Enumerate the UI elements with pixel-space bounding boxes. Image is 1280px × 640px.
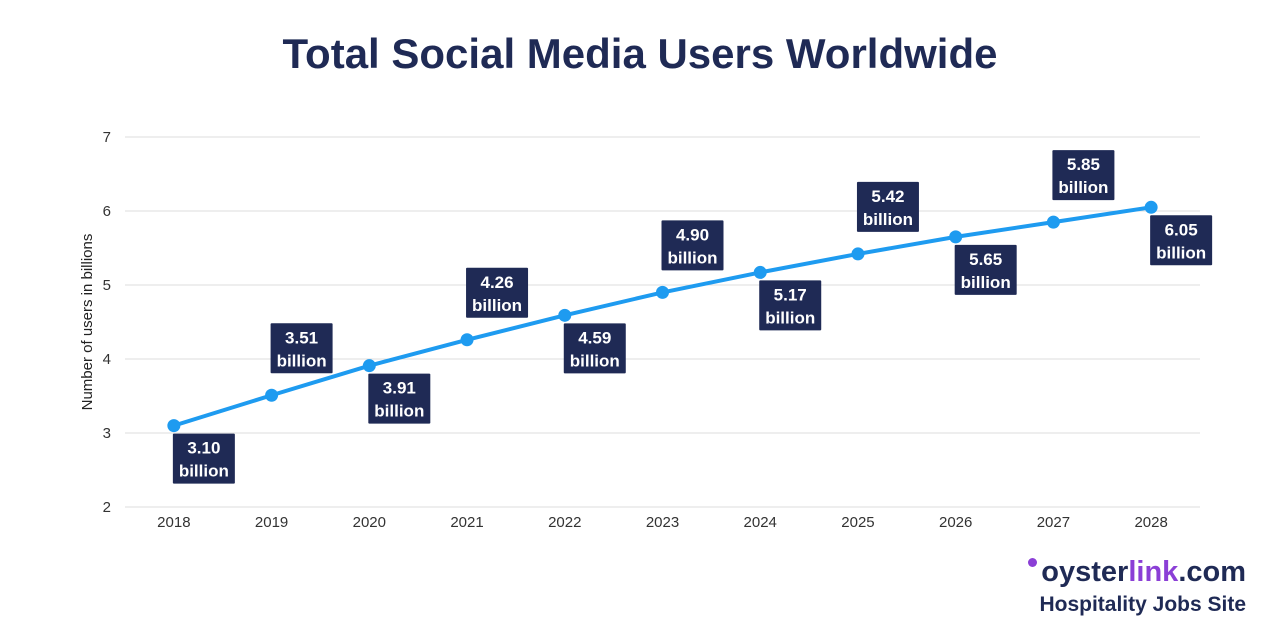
- data-point: [265, 388, 279, 402]
- data-label-value: 4.90: [676, 225, 709, 244]
- x-tick-label: 2022: [548, 514, 581, 531]
- y-tick-label: 3: [103, 425, 111, 442]
- data-label-box: [856, 181, 919, 232]
- y-tick-label: 2: [103, 499, 111, 516]
- data-label-unit: billion: [765, 308, 815, 327]
- y-tick-label: 7: [103, 129, 111, 146]
- data-label-value: 6.05: [1165, 220, 1198, 239]
- data-label-value: 5.65: [969, 250, 1002, 269]
- brand-tagline: Hospitality Jobs Site: [1039, 593, 1246, 616]
- brand-prefix: oyster: [1041, 556, 1129, 588]
- x-tick-label: 2018: [157, 514, 190, 531]
- data-label-value: 3.10: [187, 439, 220, 458]
- data-point: [753, 265, 767, 279]
- data-point: [460, 333, 474, 347]
- data-label-value: 3.51: [285, 328, 318, 347]
- data-label-unit: billion: [667, 248, 717, 267]
- brand-accent: link: [1128, 556, 1179, 588]
- data-label-box: [1150, 215, 1213, 266]
- chart-title: Total Social Media Users Worldwide: [282, 30, 998, 77]
- brand-name: oysterlink.com: [1028, 556, 1246, 589]
- data-point: [167, 419, 181, 433]
- data-label-unit: billion: [277, 351, 327, 370]
- data-label-unit: billion: [472, 296, 522, 315]
- x-tick-label: 2019: [255, 514, 288, 531]
- data-label-value: 4.59: [578, 328, 611, 347]
- data-label-value: 5.85: [1067, 155, 1100, 174]
- x-tick-label: 2020: [353, 514, 386, 531]
- data-label-unit: billion: [1156, 243, 1206, 262]
- data-point: [362, 359, 376, 373]
- data-label-box: [661, 220, 724, 271]
- data-label-box: [954, 244, 1017, 295]
- x-tick-label: 2027: [1037, 514, 1070, 531]
- x-tick-label: 2021: [450, 514, 483, 531]
- data-label-value: 5.42: [871, 187, 904, 206]
- data-label-box: [466, 267, 529, 318]
- data-label-unit: billion: [961, 273, 1011, 292]
- brand-logo: oysterlink.com Hospitality Jobs Site: [1028, 556, 1246, 617]
- data-label-box: [172, 433, 235, 484]
- data-label-unit: billion: [570, 351, 620, 370]
- data-label-unit: billion: [863, 210, 913, 229]
- data-label-value: 4.26: [480, 273, 513, 292]
- data-label-unit: billion: [179, 462, 229, 481]
- brand-dot-icon: [1028, 558, 1038, 567]
- data-label-box: [270, 323, 333, 374]
- x-tick-label: 2023: [646, 514, 679, 531]
- brand-suffix: .com: [1178, 556, 1246, 588]
- x-tick-label: 2026: [939, 514, 972, 531]
- x-tick-label: 2025: [841, 514, 874, 531]
- data-label-box: [563, 323, 626, 374]
- y-tick-label: 6: [103, 203, 111, 220]
- data-point: [1144, 200, 1158, 214]
- data-label-unit: billion: [1058, 178, 1108, 197]
- data-point: [656, 285, 669, 299]
- data-point: [949, 230, 963, 244]
- data-label-value: 3.91: [383, 379, 416, 398]
- data-label-value: 5.17: [774, 285, 807, 304]
- data-point: [558, 308, 572, 322]
- x-tick-label: 2028: [1134, 514, 1167, 531]
- data-label-unit: billion: [374, 402, 424, 421]
- data-point: [851, 247, 865, 261]
- y-tick-label: 4: [103, 351, 111, 368]
- data-label-box: [759, 280, 822, 331]
- data-point: [1046, 215, 1060, 229]
- y-axis-label: Number of users in billions: [79, 234, 96, 411]
- x-tick-label: 2024: [744, 514, 777, 531]
- data-label-box: [1052, 150, 1115, 201]
- y-tick-label: 5: [103, 277, 111, 294]
- data-label-box: [368, 373, 431, 424]
